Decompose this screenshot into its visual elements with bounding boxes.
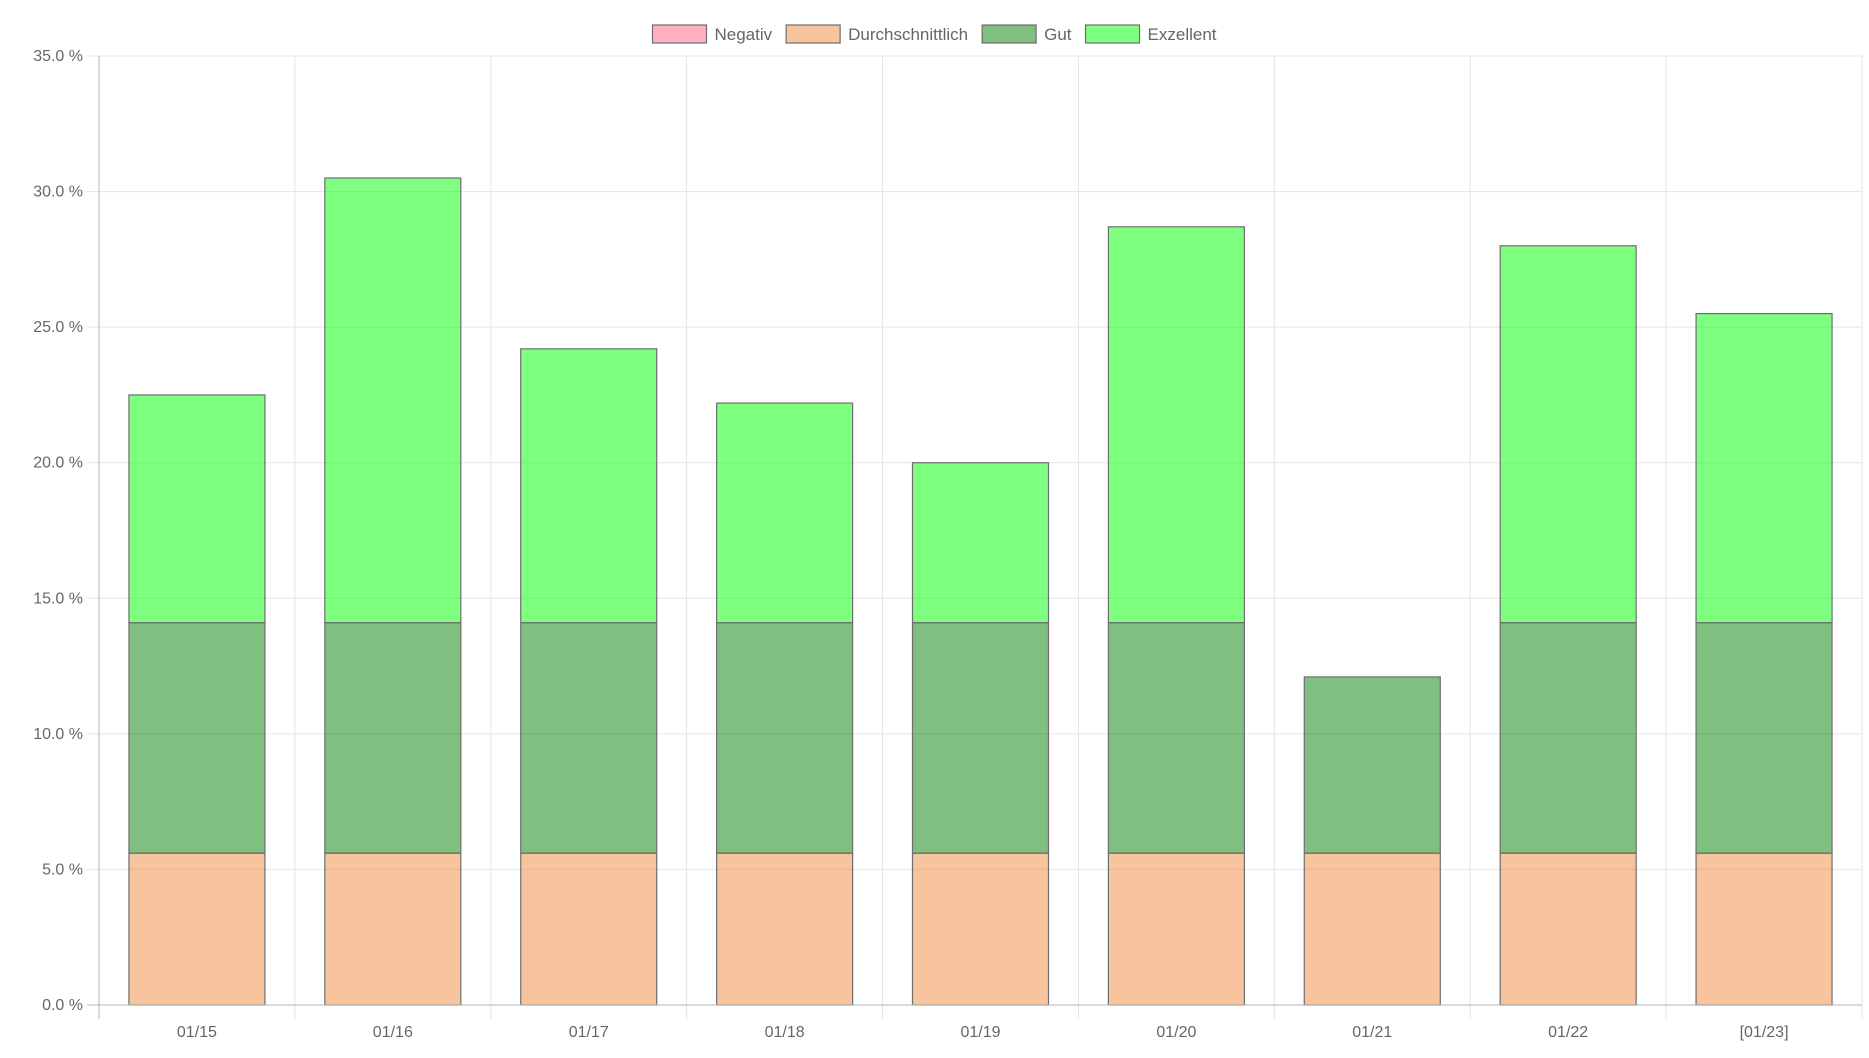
bar-exzellent[interactable] [716,402,854,624]
bar-exzellent[interactable] [1695,312,1833,624]
x-tick-label: 01/21 [1352,1024,1392,1041]
y-tick-label: 20.0 % [33,455,83,472]
x-tick-label: 01/17 [569,1024,609,1041]
legend-swatch [1084,24,1141,44]
legend-swatch [981,24,1037,44]
y-tick-label: 0.0 % [42,997,83,1014]
x-tick-label: 01/22 [1548,1024,1588,1041]
bar-gut[interactable] [1499,622,1637,854]
legend-label: Negativ [714,25,772,44]
legend-item-negativ[interactable]: Negativ [651,24,773,44]
bar-exzellent[interactable] [1107,226,1245,624]
legend-swatch [785,24,841,44]
axes: 0.0 % 5.0 % 10.0 % 15.0 % 20.0 % 25.0 % 30.0 %… [33,48,1862,1041]
bar-durchschnittlich[interactable] [716,852,854,1006]
bar-exzellent[interactable] [324,177,462,624]
legend-label: Gut [1044,25,1072,44]
bar-durchschnittlich[interactable] [1499,852,1637,1006]
bar-durchschnittlich[interactable] [1303,852,1441,1006]
legend-item-gut[interactable]: Gut [981,24,1072,44]
legend-label: Exzellent [1148,25,1217,44]
bar-gut[interactable] [1107,622,1245,854]
bar-durchschnittlich[interactable] [1107,852,1245,1006]
bar-gut[interactable] [1303,676,1441,854]
x-tick-label: 01/19 [960,1024,1000,1041]
bar-durchschnittlich[interactable] [911,852,1050,1006]
bars [128,177,1833,1006]
y-tick-label: 35.0 % [33,48,83,65]
bar-gut[interactable] [911,622,1050,854]
bar-gut[interactable] [520,622,658,854]
legend-swatch [651,24,708,44]
bar-exzellent[interactable] [1499,245,1637,624]
bar-exzellent[interactable] [520,348,658,624]
x-tick-label: [01/23] [1740,1024,1789,1041]
bar-durchschnittlich[interactable] [128,852,266,1006]
legend-item-exzellent[interactable]: Exzellent [1084,24,1217,44]
y-tick-label: 5.0 % [42,861,83,878]
bar-gut[interactable] [128,622,266,854]
bar-exzellent[interactable] [911,462,1050,624]
y-tick-label: 30.0 % [33,184,83,201]
legend: Negativ Durchschnittlich Gut Exzellent [651,24,1217,44]
bar-durchschnittlich[interactable] [520,852,658,1006]
bar-gut[interactable] [324,622,462,854]
bar-durchschnittlich[interactable] [324,852,462,1006]
legend-label: Durchschnittlich [848,25,968,44]
x-tick-label: 01/20 [1156,1024,1196,1041]
x-tick-label: 01/15 [177,1024,217,1041]
bar-gut[interactable] [1695,622,1833,854]
bar-exzellent[interactable] [128,394,266,624]
legend-item-durchschnittlich[interactable]: Durchschnittlich [785,24,968,44]
bar-durchschnittlich[interactable] [1695,852,1833,1006]
bar-gut[interactable] [716,622,854,854]
y-tick-label: 15.0 % [33,590,83,607]
y-tick-label: 25.0 % [33,319,83,336]
x-tick-label: 01/16 [373,1024,413,1041]
y-tick-label: 10.0 % [33,726,83,743]
x-tick-label: 01/18 [765,1024,805,1041]
